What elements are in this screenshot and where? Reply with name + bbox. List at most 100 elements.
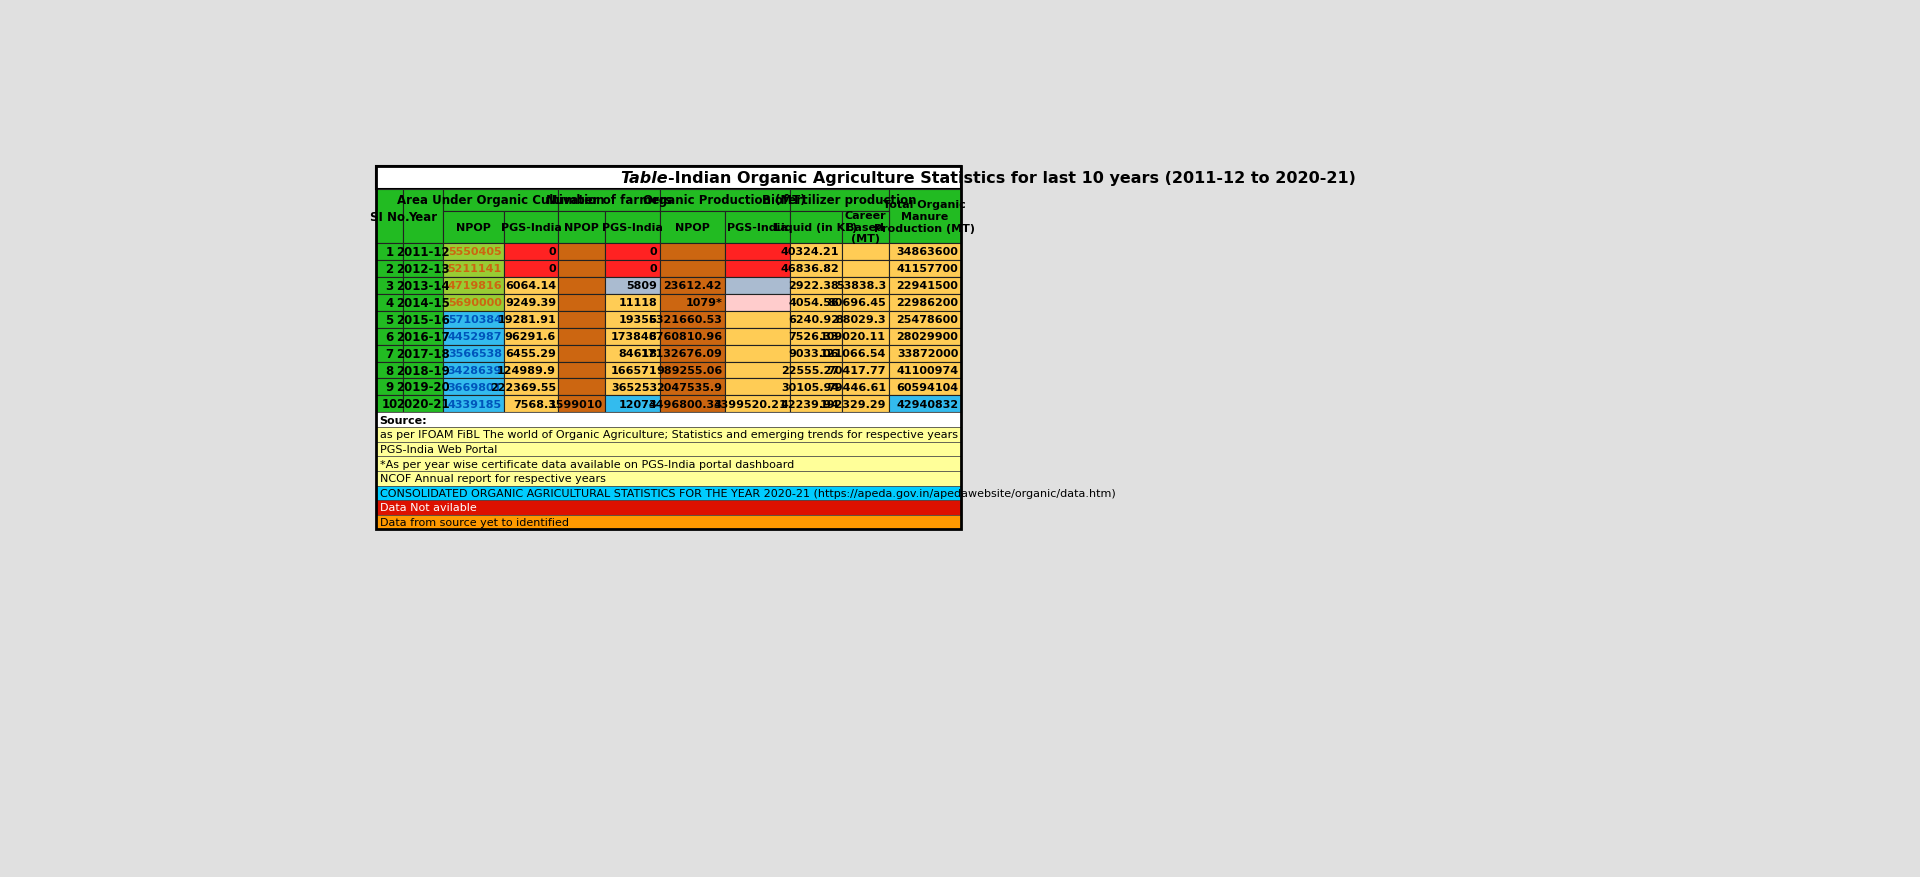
Text: 23612.42: 23612.42: [664, 281, 722, 291]
Text: 42940832: 42940832: [897, 399, 958, 410]
Bar: [789, 328, 841, 346]
Bar: [724, 295, 789, 311]
Text: 7526.33: 7526.33: [789, 332, 839, 342]
Text: Organic Production (MT): Organic Production (MT): [643, 194, 806, 207]
Text: 121066.54: 121066.54: [820, 349, 887, 359]
Text: -Indian Organic Agriculture Statistics for last 10 years (2011-12 to 2020-21): -Indian Organic Agriculture Statistics f…: [668, 171, 1356, 186]
Bar: [376, 244, 403, 260]
Bar: [889, 244, 960, 260]
Bar: [789, 362, 841, 379]
Text: PGS-India Web Portal: PGS-India Web Portal: [380, 445, 497, 454]
Bar: [376, 442, 960, 457]
Text: 80696.45: 80696.45: [828, 298, 887, 308]
Bar: [444, 362, 505, 379]
Bar: [841, 396, 889, 413]
Text: 22986200: 22986200: [897, 298, 958, 308]
Text: 2011-12: 2011-12: [396, 246, 449, 259]
Text: 84618: 84618: [618, 349, 657, 359]
Bar: [724, 346, 789, 362]
Text: 2012-13: 2012-13: [396, 262, 449, 275]
Bar: [505, 211, 559, 244]
Bar: [444, 295, 505, 311]
Text: SI No.: SI No.: [369, 210, 409, 224]
Text: 3566538: 3566538: [447, 349, 501, 359]
Text: 3496800.34: 3496800.34: [649, 399, 722, 410]
Bar: [605, 328, 659, 346]
Bar: [505, 362, 559, 379]
Bar: [403, 244, 444, 260]
Text: 9249.39: 9249.39: [505, 298, 557, 308]
Bar: [376, 167, 960, 530]
Bar: [789, 211, 841, 244]
Bar: [789, 244, 841, 260]
Bar: [376, 379, 403, 396]
Text: PGS-India: PGS-India: [603, 223, 662, 232]
Text: 25478600: 25478600: [897, 315, 958, 324]
Text: 19355: 19355: [618, 315, 657, 324]
Bar: [559, 396, 605, 413]
Bar: [376, 396, 403, 413]
Bar: [605, 260, 659, 277]
Bar: [444, 328, 505, 346]
Text: 222369.55: 222369.55: [490, 382, 557, 393]
Bar: [889, 277, 960, 295]
Bar: [889, 328, 960, 346]
Text: 9: 9: [386, 381, 394, 394]
Bar: [505, 396, 559, 413]
Bar: [605, 362, 659, 379]
Bar: [376, 189, 403, 244]
Text: 46836.82: 46836.82: [781, 264, 839, 274]
Text: NPOP: NPOP: [564, 223, 599, 232]
Bar: [403, 260, 444, 277]
Text: 79446.61: 79446.61: [828, 382, 887, 393]
Bar: [376, 328, 403, 346]
Bar: [444, 379, 505, 396]
Text: Source:: Source:: [380, 415, 426, 425]
Bar: [605, 346, 659, 362]
Bar: [841, 362, 889, 379]
Bar: [841, 295, 889, 311]
Bar: [841, 277, 889, 295]
Bar: [724, 211, 789, 244]
Bar: [789, 346, 841, 362]
Text: 109020.11: 109020.11: [820, 332, 887, 342]
Bar: [444, 346, 505, 362]
Bar: [605, 379, 659, 396]
Bar: [889, 362, 960, 379]
Bar: [559, 260, 605, 277]
Text: 0: 0: [649, 264, 657, 274]
Bar: [403, 328, 444, 346]
Text: 166571: 166571: [611, 366, 657, 375]
Bar: [789, 396, 841, 413]
Bar: [376, 311, 403, 328]
Bar: [889, 260, 960, 277]
Text: 40324.21: 40324.21: [781, 247, 839, 257]
Bar: [659, 362, 724, 379]
Text: 5211141: 5211141: [447, 264, 501, 274]
Bar: [559, 311, 605, 328]
Bar: [789, 277, 841, 295]
Text: 2018-19: 2018-19: [396, 364, 449, 377]
Bar: [559, 362, 605, 379]
Bar: [659, 396, 724, 413]
Text: Data Not avilable: Data Not avilable: [380, 503, 476, 513]
Text: 3: 3: [386, 280, 394, 292]
Text: Biofertilizer production: Biofertilizer production: [762, 194, 916, 207]
Bar: [505, 379, 559, 396]
Bar: [376, 413, 960, 427]
Bar: [659, 244, 724, 260]
Bar: [841, 311, 889, 328]
Text: 989255.06: 989255.06: [657, 366, 722, 375]
Text: Total Organic
Manure
Production (MT): Total Organic Manure Production (MT): [874, 200, 975, 233]
Text: 9033.06: 9033.06: [789, 349, 839, 359]
Text: 41157700: 41157700: [897, 264, 958, 274]
Text: 1079*: 1079*: [685, 298, 722, 308]
Bar: [444, 396, 505, 413]
Text: 0: 0: [549, 247, 557, 257]
Bar: [559, 379, 605, 396]
Text: 17132676.09: 17132676.09: [641, 349, 722, 359]
Text: 2017-18: 2017-18: [396, 347, 449, 360]
Text: 6240.92: 6240.92: [789, 315, 839, 324]
Bar: [376, 346, 403, 362]
Bar: [889, 346, 960, 362]
